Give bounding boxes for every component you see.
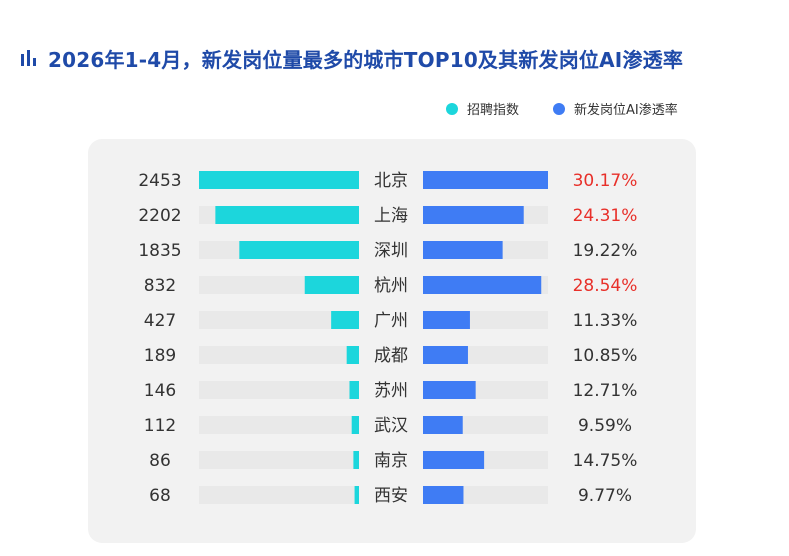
ai-rate-label: 28.54% — [573, 276, 638, 296]
legend-label-ai: 新发岗位AI渗透率 — [574, 103, 678, 118]
index-track — [199, 486, 359, 504]
index-bar — [199, 171, 359, 189]
ai-rate-label: 12.71% — [573, 381, 638, 401]
index-bar — [354, 486, 359, 504]
index-value-label: 86 — [149, 451, 171, 471]
index-bar — [331, 311, 359, 329]
index-bar — [353, 451, 359, 469]
legend-item-ai: 新发岗位AI渗透率 — [553, 99, 678, 118]
index-bar — [239, 241, 359, 259]
ai-bar — [423, 311, 470, 329]
ai-bar — [423, 171, 548, 189]
city-label: 西安 — [374, 486, 408, 506]
index-value-label: 146 — [144, 381, 176, 401]
ai-rate-label: 30.17% — [573, 171, 638, 191]
legend-item-index: 招聘指数 — [446, 99, 519, 118]
city-label: 武汉 — [374, 416, 408, 436]
index-track — [199, 311, 359, 329]
legend-label-index: 招聘指数 — [467, 103, 520, 118]
chart-title: 2026年1-4月，新发岗位量最多的城市TOP10及其新发岗位AI渗透率 — [48, 47, 684, 72]
index-bar — [215, 206, 359, 224]
ai-bar — [423, 206, 524, 224]
city-label: 杭州 — [374, 276, 408, 296]
legend-swatch-index — [446, 102, 458, 115]
city-label: 上海 — [374, 206, 408, 226]
index-value-label: 68 — [149, 486, 171, 506]
ai-rate-label: 14.75% — [573, 451, 638, 471]
ai-rate-label: 24.31% — [573, 206, 638, 226]
index-track — [199, 346, 359, 364]
ai-rate-label: 10.85% — [573, 346, 638, 366]
city-label: 深圳 — [374, 241, 408, 261]
index-bar — [351, 416, 359, 434]
ai-rate-label: 9.59% — [578, 416, 632, 436]
city-label: 北京 — [374, 171, 408, 191]
index-value-label: 2202 — [138, 206, 181, 226]
index-track — [199, 381, 359, 399]
ai-bar — [423, 381, 476, 399]
index-track — [199, 416, 359, 434]
legend: 招聘指数 新发岗位AI渗透率 — [446, 99, 712, 118]
city-label: 广州 — [374, 311, 408, 331]
city-label: 成都 — [374, 346, 408, 366]
ai-bar — [423, 451, 485, 469]
ai-bar — [423, 346, 468, 364]
ai-bar — [423, 486, 464, 504]
ai-bar — [423, 276, 542, 294]
city-label: 南京 — [374, 451, 408, 471]
chart-title-row: 2026年1-4月，新发岗位量最多的城市TOP10及其新发岗位AI渗透率 — [20, 42, 683, 74]
index-track — [199, 451, 359, 469]
index-bar — [349, 381, 359, 399]
ai-rate-label: 9.77% — [578, 486, 632, 506]
ai-bar — [423, 416, 463, 434]
bar-chart-icon — [21, 50, 36, 66]
ai-rate-label: 19.22% — [573, 241, 638, 261]
index-value-label: 427 — [144, 311, 176, 331]
index-bar — [346, 346, 359, 364]
index-value-label: 189 — [144, 346, 176, 366]
index-value-label: 2453 — [138, 171, 181, 191]
chart-panel — [88, 139, 696, 543]
legend-swatch-ai — [553, 102, 566, 115]
ai-rate-label: 11.33% — [573, 311, 638, 331]
index-bar — [304, 276, 359, 294]
index-value-label: 112 — [144, 416, 176, 436]
index-value-label: 832 — [144, 276, 176, 296]
index-value-label: 1835 — [138, 241, 181, 261]
city-label: 苏州 — [374, 381, 408, 401]
ai-bar — [423, 241, 503, 259]
